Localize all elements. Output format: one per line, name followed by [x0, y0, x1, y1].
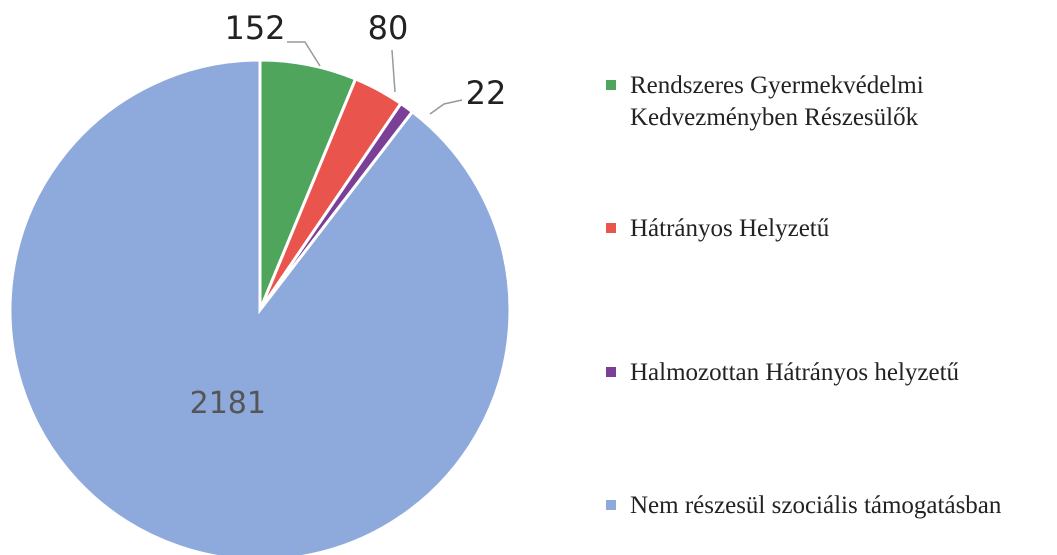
- data-labels: 152 80 22 2181: [190, 9, 507, 421]
- data-label: 152: [224, 9, 285, 47]
- leader-line: [287, 41, 321, 67]
- legend-item: Nem részesül szociális támogatásban: [606, 490, 1056, 522]
- legend-swatch: [606, 80, 616, 90]
- data-label: 80: [368, 9, 409, 47]
- legend-label: Hátrányos Helyzetű: [630, 215, 830, 242]
- data-label: 2181: [190, 386, 266, 421]
- leader-line: [429, 99, 463, 115]
- legend-swatch: [606, 223, 616, 233]
- pie-slice: [8, 58, 512, 555]
- leader-line: [391, 49, 396, 93]
- pie: [8, 58, 512, 555]
- legend-label: Halmozottan Hátrányos helyzetű: [630, 359, 960, 386]
- legend-item: Halmozottan Hátrányos helyzetű: [606, 357, 1056, 389]
- legend-item: Hátrányos Helyzetű: [606, 213, 1056, 245]
- legend-swatch: [606, 367, 616, 377]
- legend-label: Nem részesül szociális támogatásban: [630, 492, 1002, 519]
- legend-label: Rendszeres Gyermekvédelmi Kedvezményben …: [630, 72, 924, 131]
- data-label: 22: [466, 74, 507, 112]
- legend-swatch: [606, 500, 616, 510]
- legend-item: Rendszeres Gyermekvédelmi Kedvezményben …: [606, 70, 1056, 134]
